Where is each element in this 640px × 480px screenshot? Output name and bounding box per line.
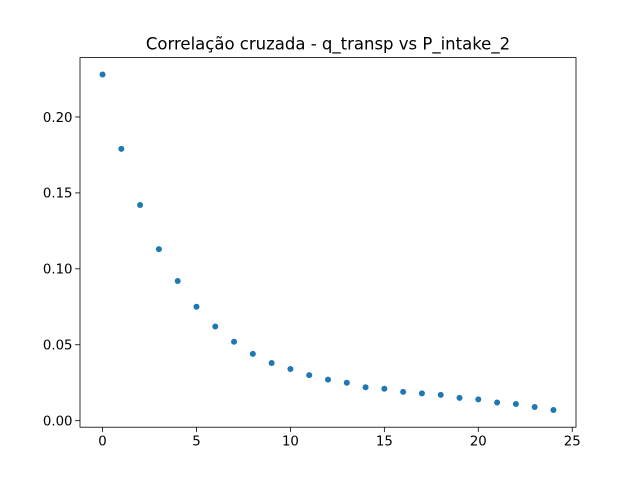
data-point bbox=[99, 71, 106, 78]
x-tick-label: 0 bbox=[98, 435, 106, 450]
data-point bbox=[212, 323, 219, 330]
data-point bbox=[268, 359, 275, 366]
data-point bbox=[531, 404, 538, 410]
y-tick-label: 0.00 bbox=[43, 414, 73, 429]
y-tick-label: 0.15 bbox=[43, 187, 73, 202]
x-tick-label: 15 bbox=[376, 435, 393, 450]
data-point bbox=[249, 350, 256, 357]
data-point bbox=[381, 385, 388, 392]
data-point bbox=[287, 366, 294, 373]
x-tick-label: 5 bbox=[192, 435, 200, 450]
data-point bbox=[362, 384, 369, 391]
x-tick-label: 25 bbox=[564, 435, 581, 450]
data-point bbox=[137, 202, 144, 209]
data-point bbox=[325, 376, 331, 383]
y-tick-label: 0.05 bbox=[43, 339, 73, 354]
plot-frame bbox=[79, 57, 577, 428]
data-point bbox=[174, 277, 181, 284]
data-point bbox=[456, 394, 463, 401]
axes: 0 5 10 15 20 25 0.00 0.05 0.10 0.15 0.20 bbox=[43, 57, 581, 450]
y-tick-label: 0.10 bbox=[43, 263, 73, 278]
chart-title: Correlação cruzada - q_transp vs P_intak… bbox=[146, 35, 510, 55]
x-tick-label: 20 bbox=[470, 435, 487, 450]
x-tick-label: 10 bbox=[282, 435, 299, 450]
data-point bbox=[494, 399, 501, 406]
y-tick-label: 0.20 bbox=[43, 111, 73, 126]
data-point bbox=[512, 400, 519, 407]
data-point bbox=[400, 388, 407, 395]
data-points bbox=[99, 71, 557, 414]
data-point bbox=[306, 372, 313, 379]
data-point bbox=[418, 390, 425, 397]
data-point bbox=[193, 303, 200, 310]
data-point bbox=[343, 379, 350, 386]
data-point bbox=[475, 396, 482, 403]
data-point bbox=[118, 145, 125, 152]
data-point bbox=[231, 338, 238, 345]
data-point bbox=[155, 246, 162, 253]
data-point bbox=[437, 391, 444, 398]
data-point bbox=[550, 407, 557, 414]
